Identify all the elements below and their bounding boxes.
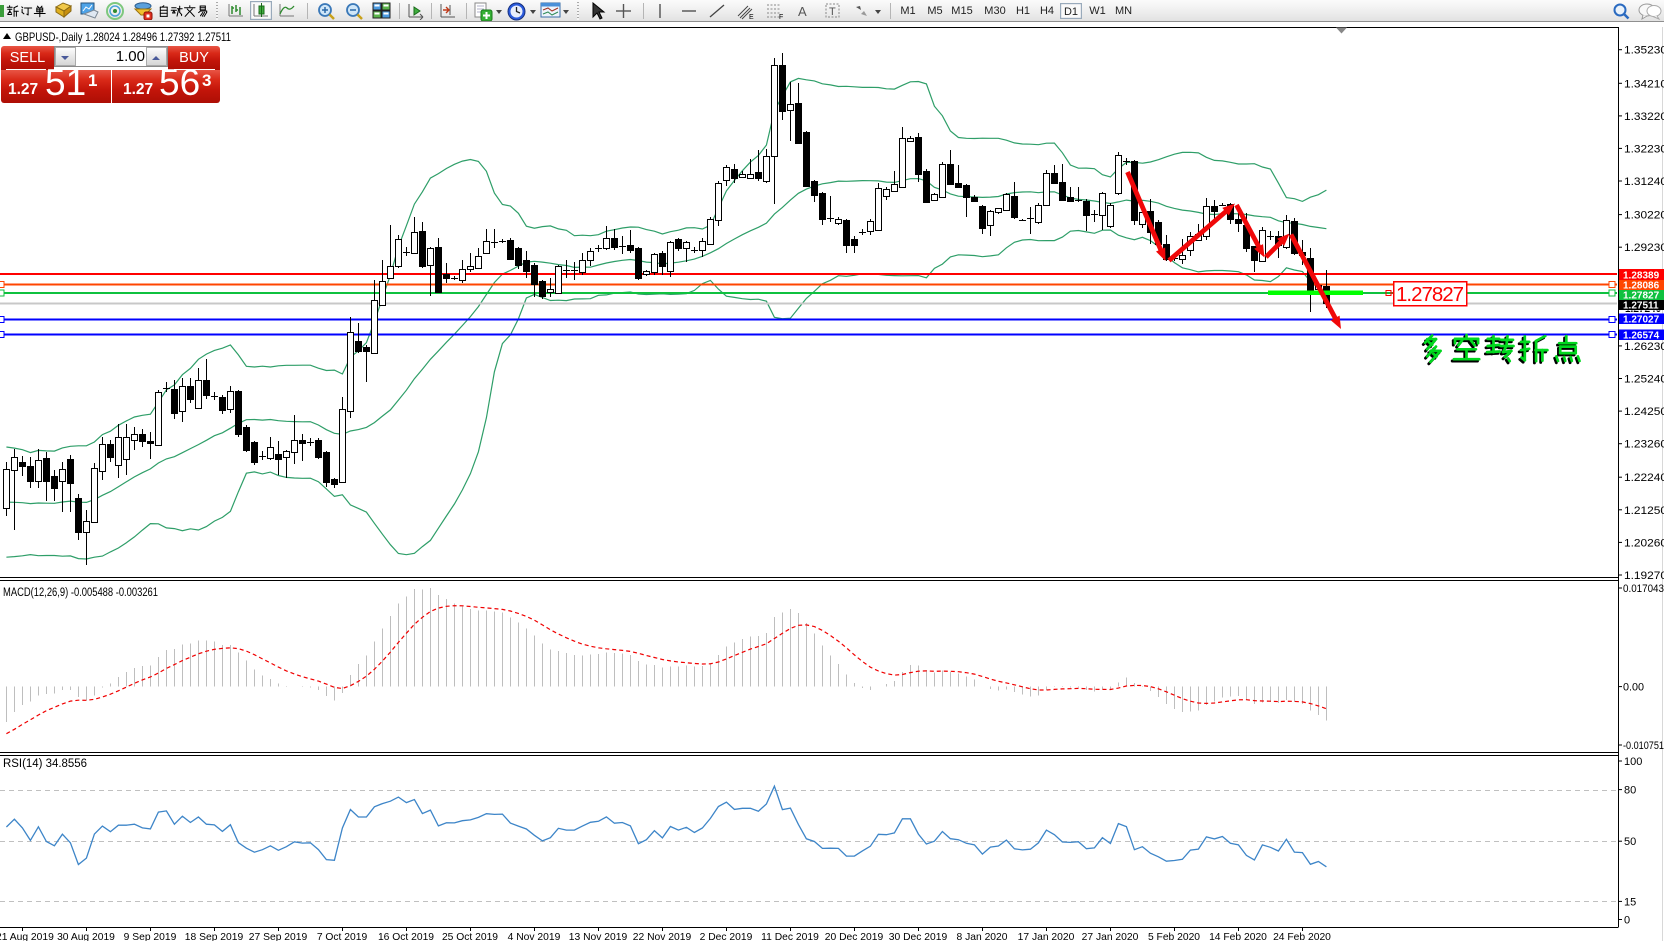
svg-text:1.22240: 1.22240: [1624, 472, 1664, 484]
svg-text:80: 80: [1624, 785, 1636, 797]
svg-text:-0.010751: -0.010751: [1623, 740, 1664, 752]
svg-text:1.27240: 1.27240: [1625, 304, 1662, 315]
svg-text:1.27827: 1.27827: [1623, 291, 1660, 302]
svg-text:1.28086: 1.28086: [1623, 281, 1660, 292]
svg-text:1.27027: 1.27027: [1623, 315, 1660, 326]
svg-text:1.28389: 1.28389: [1623, 271, 1660, 282]
svg-text:MACD(12,26,9) -0.005488 -0.003: MACD(12,26,9) -0.005488 -0.003261: [3, 587, 158, 599]
svg-text:1.26230: 1.26230: [1624, 341, 1664, 353]
svg-text:GBPUSD-,Daily 1.28024 1.28496: GBPUSD-,Daily 1.28024 1.28496 1.27392 1.…: [15, 30, 231, 44]
svg-text:1.19270: 1.19270: [1624, 570, 1664, 582]
svg-text:RSI(14) 34.8556: RSI(14) 34.8556: [3, 758, 87, 770]
svg-text:1.26574: 1.26574: [1623, 331, 1660, 342]
svg-text:21 Aug 2019: 21 Aug 2019: [0, 932, 54, 941]
svg-text:8 Jan 2020: 8 Jan 2020: [957, 932, 1008, 941]
svg-text:15: 15: [1624, 896, 1636, 908]
svg-text:1.29230: 1.29230: [1624, 242, 1664, 254]
svg-text:30 Dec 2019: 30 Dec 2019: [889, 932, 948, 941]
svg-text:2 Dec 2019: 2 Dec 2019: [700, 932, 753, 941]
svg-text:A: A: [798, 4, 807, 19]
svg-text:1.23260: 1.23260: [1624, 439, 1664, 451]
svg-text:14 Feb 2020: 14 Feb 2020: [1209, 932, 1267, 941]
svg-text:0.00: 0.00: [1623, 682, 1644, 694]
svg-text:1.24250: 1.24250: [1624, 406, 1664, 418]
svg-text:1.34210: 1.34210: [1624, 78, 1664, 90]
svg-text:4 Nov 2019: 4 Nov 2019: [508, 932, 561, 941]
svg-text:13 Nov 2019: 13 Nov 2019: [569, 932, 628, 941]
svg-text:7 Oct 2019: 7 Oct 2019: [317, 932, 368, 941]
svg-text:25 Oct 2019: 25 Oct 2019: [442, 932, 498, 941]
svg-text:5 Feb 2020: 5 Feb 2020: [1148, 932, 1200, 941]
svg-text:T: T: [829, 6, 836, 18]
svg-text:9 Sep 2019: 9 Sep 2019: [124, 932, 177, 941]
svg-text:100: 100: [1624, 756, 1642, 768]
svg-text:1.20260: 1.20260: [1624, 537, 1664, 549]
svg-text:17 Jan 2020: 17 Jan 2020: [1018, 932, 1075, 941]
svg-text:0: 0: [1624, 915, 1630, 927]
svg-text:11 Dec 2019: 11 Dec 2019: [761, 932, 819, 941]
svg-text:24 Feb 2020: 24 Feb 2020: [1273, 932, 1331, 941]
svg-text:30 Aug 2019: 30 Aug 2019: [57, 932, 115, 941]
svg-text:1.32230: 1.32230: [1624, 143, 1664, 155]
svg-text:1.30220: 1.30220: [1624, 210, 1664, 222]
svg-text:22 Nov 2019: 22 Nov 2019: [633, 932, 692, 941]
svg-text:1.35230: 1.35230: [1624, 45, 1664, 57]
svg-text:16 Oct 2019: 16 Oct 2019: [378, 932, 434, 941]
svg-text:50: 50: [1624, 836, 1636, 848]
svg-text:20 Dec 2019: 20 Dec 2019: [825, 932, 884, 941]
svg-text:E: E: [749, 14, 754, 20]
svg-text:27 Sep 2019: 27 Sep 2019: [249, 932, 308, 941]
svg-text:1.21250: 1.21250: [1624, 505, 1664, 517]
svg-text:1.33220: 1.33220: [1624, 111, 1664, 123]
svg-text:27 Jan 2020: 27 Jan 2020: [1082, 932, 1139, 941]
svg-text:1.31240: 1.31240: [1624, 176, 1664, 188]
svg-text:1.25240: 1.25240: [1624, 374, 1664, 386]
svg-text:1.27511: 1.27511: [1623, 301, 1659, 312]
svg-text:0.017043: 0.017043: [1623, 583, 1664, 595]
svg-text:1.27827: 1.27827: [1396, 283, 1464, 306]
svg-text:18 Sep 2019: 18 Sep 2019: [185, 932, 244, 941]
svg-text:F: F: [779, 14, 783, 20]
